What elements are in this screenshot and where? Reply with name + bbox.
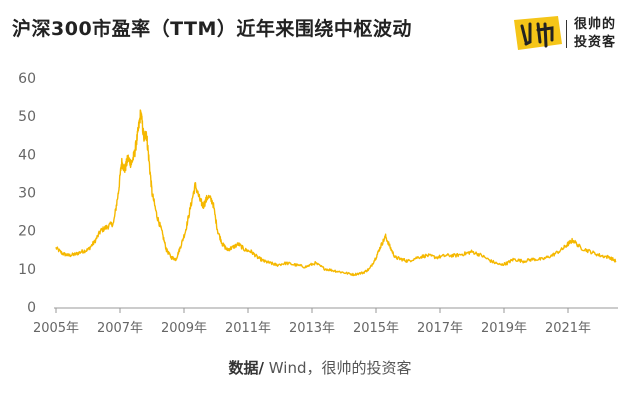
page-title: 沪深300市盈率（TTM）近年来围绕中枢波动 <box>12 18 412 40</box>
brand-name-line2: 投资客 <box>574 35 617 50</box>
plot-area <box>55 109 617 277</box>
x-tick-label: 2015年 <box>353 321 399 336</box>
x-tick-label: 2011年 <box>225 321 271 336</box>
y-tick-label: 60 <box>18 71 36 87</box>
x-tick-label: 2017年 <box>417 321 463 336</box>
brand-mark-icon <box>514 16 562 50</box>
y-axis: 0 10 20 30 40 50 60 <box>18 71 36 316</box>
x-tick-label: 2019年 <box>481 321 527 336</box>
x-axis: 2005年 2007年 2009年 2011年 2013年 2015年 2017年 2019年… <box>33 307 618 336</box>
source-note: 数据/ Wind，很帅的投资客 <box>0 357 640 378</box>
y-tick-label: 20 <box>18 224 36 240</box>
y-tick-label: 30 <box>18 186 36 202</box>
brand-separator <box>566 20 567 48</box>
source-label: 数据/ <box>228 359 264 377</box>
source-text: Wind，很帅的投资客 <box>264 359 412 377</box>
x-tick-label: 2005年 <box>33 321 79 336</box>
y-tick-label: 0 <box>27 300 36 316</box>
brand-name: 很帅的 投资客 <box>574 16 616 52</box>
y-tick-label: 40 <box>18 147 36 163</box>
x-tick-label: 2021年 <box>545 321 591 336</box>
series-line <box>55 109 617 277</box>
x-tick-label: 2013年 <box>289 321 335 336</box>
brand-name-line1: 很帅的 <box>574 17 617 32</box>
y-tick-label: 10 <box>18 262 36 278</box>
x-tick-label: 2009年 <box>161 321 207 336</box>
y-tick-label: 50 <box>18 109 36 125</box>
brand-logo: 很帅的 投资客 <box>508 12 632 56</box>
x-tick-label: 2007年 <box>97 321 143 336</box>
